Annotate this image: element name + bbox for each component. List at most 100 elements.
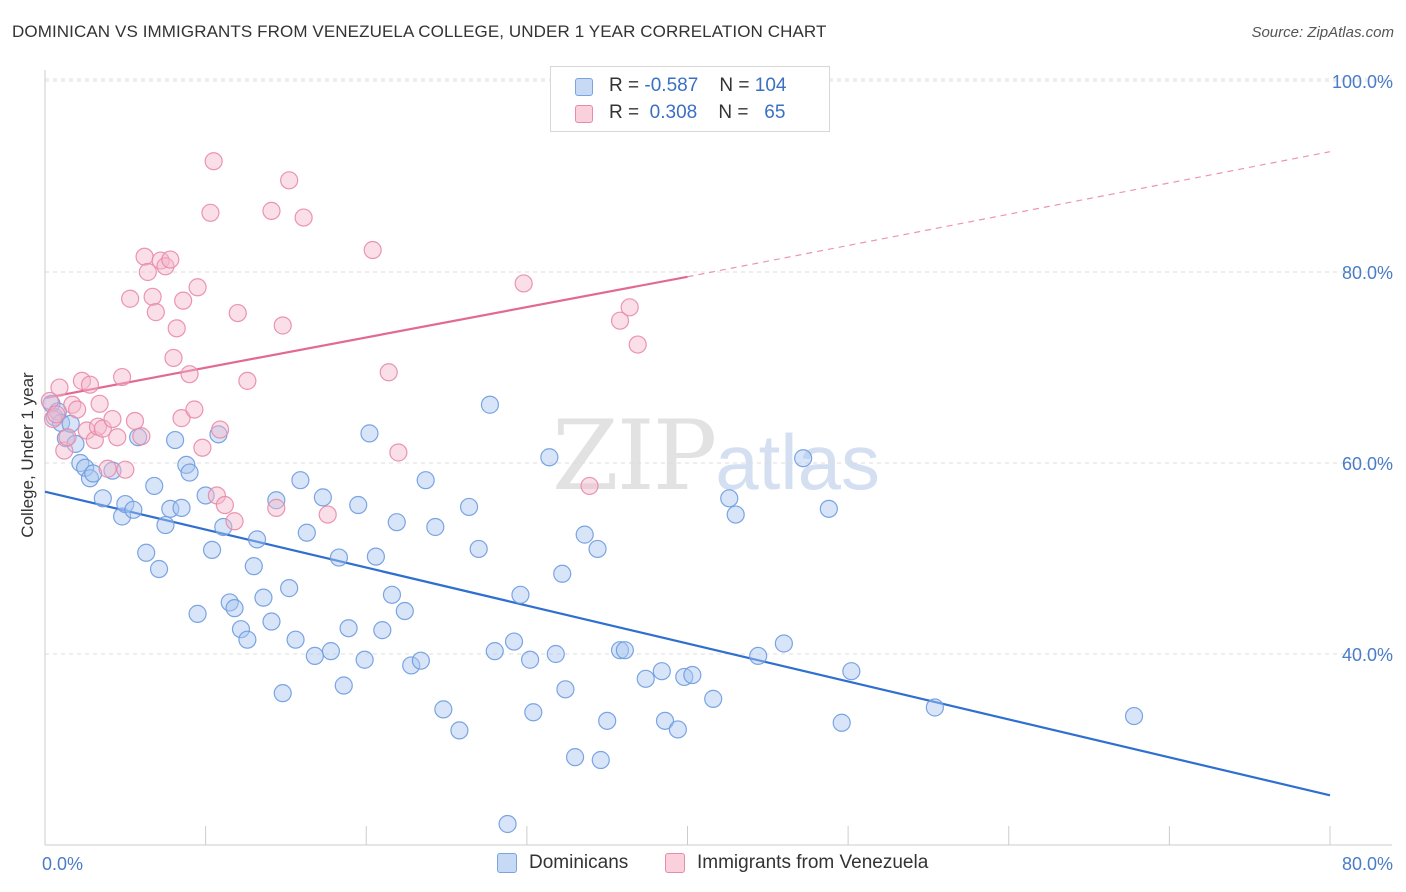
dominican-point [720, 489, 739, 508]
venezuela-point [50, 378, 69, 397]
venezuela-point [180, 365, 199, 384]
axes [44, 70, 1392, 846]
dominican-point [93, 489, 112, 508]
venezuela-point [125, 411, 145, 431]
dominican-point [520, 650, 540, 669]
dominican-point [42, 394, 61, 413]
dominican-point [156, 515, 175, 535]
bottom-legend-label: Immigrants from Venezuela [697, 852, 929, 873]
trend-line [44, 275, 688, 400]
dominican-point [819, 499, 838, 518]
dominican-point [202, 540, 222, 560]
tick-labels: 40.0% 60.0% 80.0% 100.0% 0.0% 80.0% [42, 72, 1393, 874]
dominican-point [180, 463, 199, 482]
dominican-point [794, 449, 813, 468]
dominican-point [556, 680, 575, 699]
dominican-point [683, 665, 702, 685]
dominican-point [774, 634, 793, 653]
venezuela-point [204, 152, 223, 171]
venezuela-point [363, 240, 382, 260]
venezuela-point [47, 405, 66, 424]
venezuela-point [80, 375, 100, 394]
dominican-point [459, 497, 479, 517]
dominican-point [524, 703, 543, 722]
venezuela-point [193, 438, 212, 457]
dominican-point [373, 621, 392, 640]
dominican-point [321, 642, 341, 661]
dominican-point [411, 651, 430, 670]
venezuela-point [188, 278, 207, 297]
venezuela-point [610, 311, 630, 330]
dominican-point [426, 517, 445, 537]
dominican-point [416, 471, 435, 490]
dominican-point [598, 711, 617, 730]
venezuela-point [267, 498, 286, 517]
data-points [40, 152, 1144, 834]
dominican-point [485, 642, 504, 661]
venezuela-point [273, 316, 292, 335]
venezuela-point [90, 394, 109, 413]
venezuela-point [151, 251, 170, 270]
dominican-point [172, 498, 191, 517]
dominican-point [382, 585, 402, 604]
legend-n-label: N = [719, 75, 750, 96]
dominican-point [297, 523, 316, 542]
venezuela-point [318, 505, 337, 524]
x-tick-label: 0.0% [42, 854, 83, 874]
dominican-point [254, 588, 273, 607]
dominican-point [366, 547, 385, 566]
venezuela-point [167, 319, 186, 338]
venezuela-point [280, 171, 299, 190]
venezuela-point [135, 247, 154, 266]
dominican-point [591, 750, 610, 770]
venezuela-point [112, 367, 132, 387]
legend-n-label: N = [718, 102, 749, 123]
dominican-point [480, 395, 500, 414]
venezuela-point [201, 203, 220, 222]
legend-swatch-blue [575, 78, 593, 96]
y-tick-label: 100.0% [1332, 72, 1393, 92]
dominican-point [469, 539, 488, 559]
dominican-point [553, 564, 572, 583]
y-axis-label: College, Under 1 year [18, 372, 37, 538]
venezuela-point [628, 335, 647, 354]
dominican-point [145, 476, 164, 496]
dominican-point [655, 711, 675, 730]
venezuela-point [185, 400, 204, 419]
legend-n-value: 104 [754, 75, 787, 96]
dominican-point [225, 599, 244, 618]
legend-r-label: R = [609, 102, 640, 123]
dominican-point [434, 700, 453, 719]
dominican-point [668, 720, 687, 739]
watermark-atlas: atlas [715, 418, 880, 506]
bottom-legend-dominicans: Dominicans [497, 852, 647, 876]
dominican-point [334, 676, 353, 695]
watermark-zip: ZIP [552, 400, 717, 512]
dominican-point [925, 698, 944, 717]
correlation-legend: R = -0.587 N = 104 R = 0.308 N = 65 [550, 66, 830, 132]
trend-line [44, 490, 1331, 797]
dominican-point [305, 646, 324, 666]
dominican-point [149, 559, 169, 579]
dominican-point [511, 585, 530, 604]
dominican-point [273, 684, 292, 703]
venezuela-point [389, 443, 408, 462]
dominican-point [360, 424, 379, 443]
venezuela-point [121, 289, 140, 308]
venezuela-point [238, 371, 257, 390]
source-credit: Source: ZipAtlas.com [1251, 24, 1394, 41]
venezuela-point [55, 441, 74, 460]
dominican-point [615, 641, 634, 660]
venezuela-point [580, 476, 599, 496]
dominican-point [395, 601, 414, 621]
venezuela-point [164, 348, 183, 368]
y-tick-label: 60.0% [1342, 454, 1393, 474]
dominican-point [610, 641, 630, 660]
venezuela-point [116, 460, 135, 479]
venezuela-point [146, 303, 165, 322]
dominican-point [575, 525, 594, 544]
dominican-point [540, 448, 559, 467]
dominican-point [832, 713, 851, 732]
venezuela-point [228, 303, 247, 323]
venezuela-point [161, 250, 180, 269]
